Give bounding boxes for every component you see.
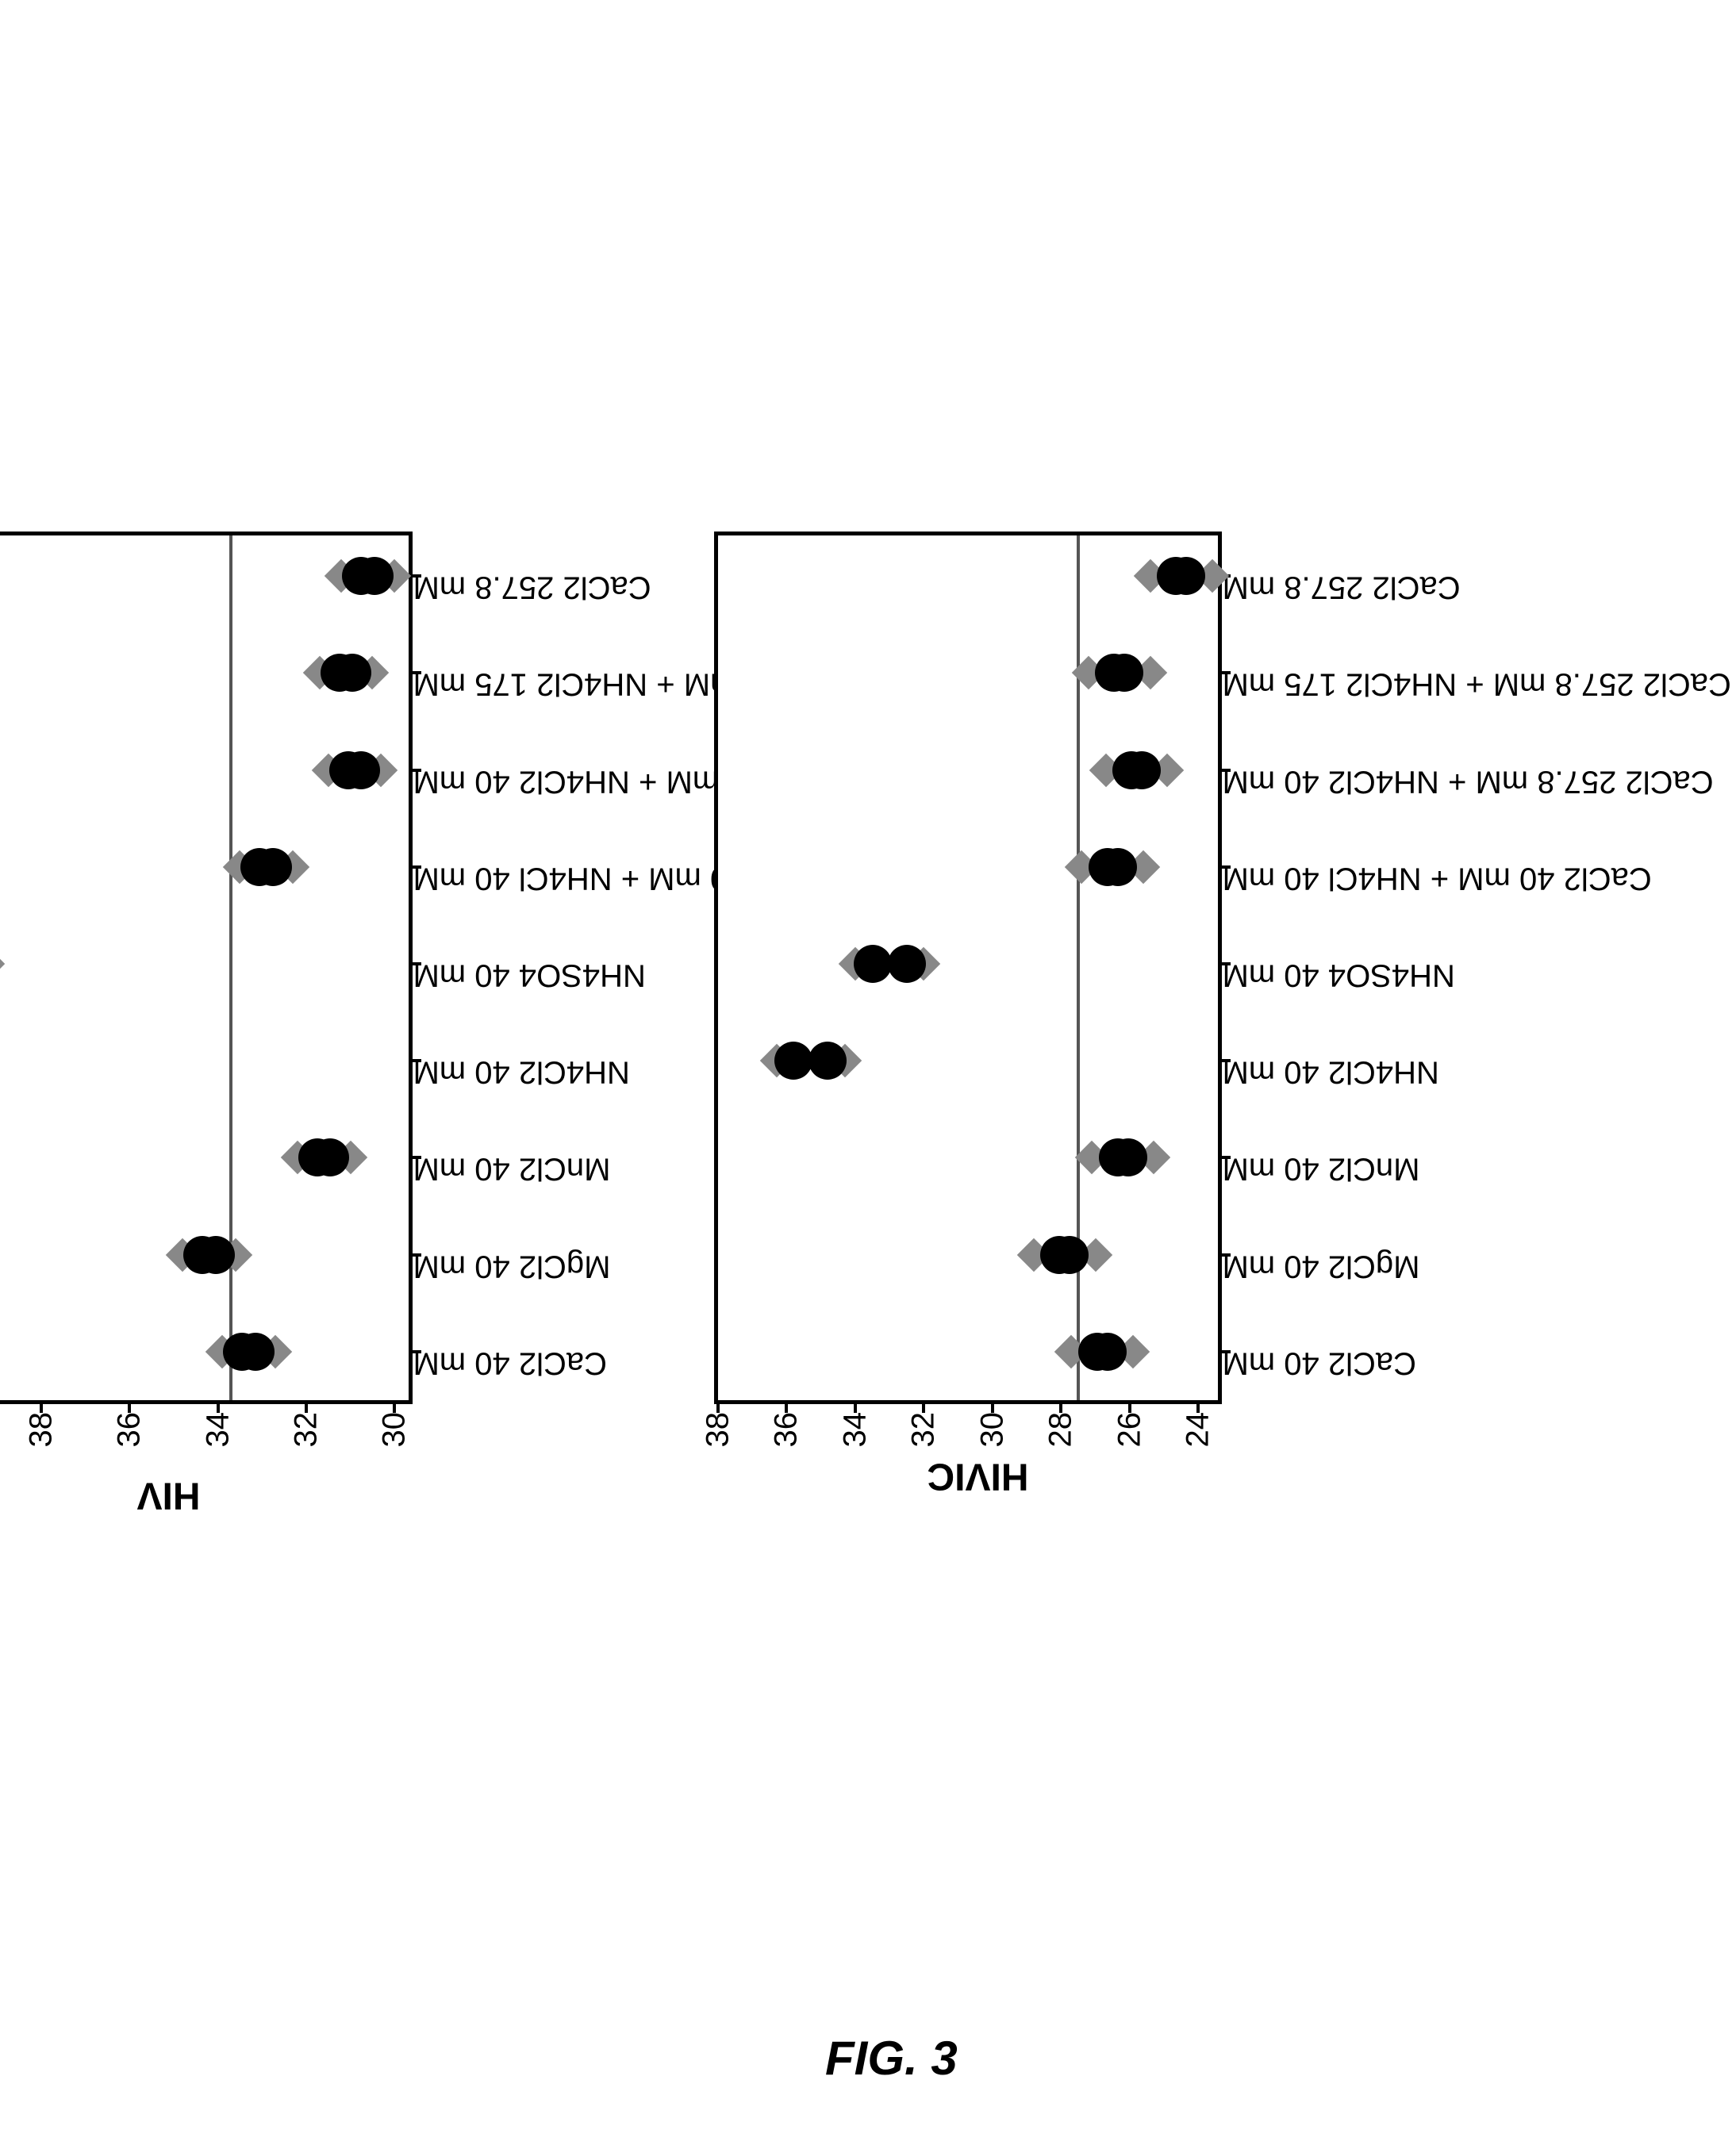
x-tick-label: NH4Cl2 40 mM — [1223, 1054, 1439, 1090]
y-tick-mark — [922, 1400, 925, 1413]
y-tick-label: 36 — [112, 1412, 148, 1476]
y-tick-mark — [991, 1400, 994, 1413]
x-tick-label: NH4SO4 40 mM — [1223, 958, 1455, 993]
data-point — [342, 557, 380, 595]
y-tick-label: 24 — [1181, 1412, 1216, 1476]
y-axis-label: HIV — [136, 1473, 200, 1517]
y-tick-mark — [1128, 1400, 1131, 1413]
plot-area: 2426283032343638HIVICCaCl2 40 mMMgCl2 40… — [714, 532, 1222, 1404]
y-tick-mark — [40, 1400, 43, 1413]
x-tick-label: CaCl2 257.8 mM + NH4Cl2 175 mM — [1223, 666, 1731, 702]
y-tick-label: 30 — [377, 1412, 413, 1476]
data-point — [223, 1333, 261, 1371]
y-tick-label: 38 — [701, 1412, 736, 1476]
y-tick-mark — [785, 1400, 788, 1413]
data-point — [854, 945, 892, 983]
figure-label: FIG. 3 — [825, 2031, 958, 2086]
data-point — [774, 1042, 812, 1080]
y-tick-mark — [305, 1400, 308, 1413]
x-tick-label: NH4SO4 40 mM — [413, 958, 646, 993]
data-point — [321, 654, 359, 692]
y-tick-label: 28 — [1043, 1412, 1079, 1476]
plot-area: 303234363840HIVCaCl2 40 mMMgCl2 40 mMMnC… — [0, 532, 413, 1404]
y-tick-label: 32 — [288, 1412, 324, 1476]
data-point — [808, 1042, 847, 1080]
diamond-marker — [0, 947, 5, 981]
data-point — [1099, 1138, 1137, 1176]
reference-line — [229, 535, 232, 1400]
data-point — [1157, 557, 1195, 595]
y-tick-label: 36 — [769, 1412, 805, 1476]
x-tick-label: CaCl2 40 mM — [1223, 1345, 1417, 1380]
y-tick-label: 34 — [200, 1412, 236, 1476]
x-tick-label: CaCl2 257.8 mM + NH4Cl2 40 mM — [1223, 763, 1714, 799]
data-point — [1078, 1333, 1116, 1371]
data-point — [1089, 848, 1127, 886]
data-point — [1040, 1236, 1078, 1274]
x-tick-label: MnCl2 40 mM — [1223, 1151, 1420, 1187]
data-point — [329, 751, 367, 789]
x-tick-label: CaCl2 257.8 mM — [1223, 570, 1461, 605]
data-point — [240, 848, 278, 886]
y-tick-mark — [217, 1400, 220, 1413]
x-tick-label: MnCl2 40 mM — [413, 1151, 611, 1187]
y-tick-label: 26 — [1112, 1412, 1147, 1476]
x-tick-label: NH4Cl2 40 mM — [413, 1054, 630, 1090]
data-point — [183, 1236, 221, 1274]
chart-hivic: 2426283032343638HIVICCaCl2 40 mMMgCl2 40… — [698, 516, 1736, 1547]
y-tick-mark — [393, 1400, 396, 1413]
y-tick-label: 38 — [23, 1412, 59, 1476]
data-point — [298, 1138, 336, 1176]
x-tick-label: MgCl2 40 mM — [413, 1248, 611, 1284]
y-tick-mark — [1059, 1400, 1062, 1413]
y-tick-label: 34 — [837, 1412, 873, 1476]
data-point — [1095, 654, 1133, 692]
x-tick-label: MgCl2 40 mM — [1223, 1248, 1420, 1284]
y-tick-mark — [128, 1400, 131, 1413]
x-tick-label: CaCl2 257.8 mM — [413, 570, 651, 605]
y-tick-mark — [854, 1400, 857, 1413]
data-point — [1112, 751, 1150, 789]
data-point — [888, 945, 926, 983]
y-tick-mark — [1196, 1400, 1200, 1413]
x-tick-label: CaCl2 40 mM — [413, 1345, 608, 1380]
y-tick-mark — [716, 1400, 720, 1413]
x-tick-label: CaCl2 40 mM + NH4Cl 40 mM — [1223, 860, 1652, 896]
y-axis-label: HIVIC — [927, 1454, 1028, 1498]
